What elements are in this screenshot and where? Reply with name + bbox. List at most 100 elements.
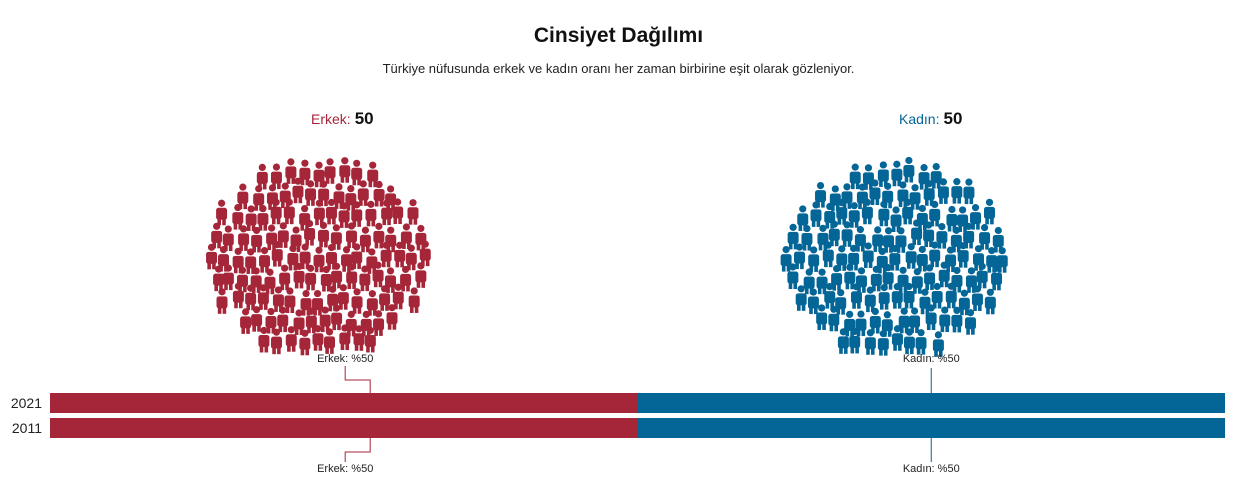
person-icon: [351, 159, 363, 186]
person-icon: [946, 205, 958, 232]
person-icon: [916, 245, 928, 272]
person-icon: [903, 156, 915, 183]
person-icon: [392, 283, 404, 310]
person-icon: [211, 222, 223, 249]
person-icon: [951, 306, 963, 333]
person-icon: [883, 227, 895, 253]
annotation-label: Kadın: %50: [903, 353, 960, 365]
person-icon: [232, 203, 244, 230]
person-icon: [939, 306, 951, 333]
person-icon: [284, 287, 296, 314]
person-icon: [270, 328, 282, 355]
person-icon: [265, 307, 277, 334]
person-icon: [864, 329, 876, 355]
bar-segment: [50, 393, 638, 413]
person-icon: [373, 180, 385, 207]
person-icon: [337, 284, 349, 310]
person-icon: [367, 161, 379, 188]
person-icon: [895, 227, 907, 253]
person-icon: [216, 199, 228, 226]
person-icon: [897, 266, 909, 293]
person-icon: [338, 202, 350, 228]
person-icon: [285, 158, 297, 184]
person-icon: [277, 222, 289, 248]
person-icon: [264, 268, 276, 295]
chart-subtitle: Türkiye nüfusunda erkek ve kadın oranı h…: [382, 61, 855, 76]
person-icon: [929, 241, 941, 268]
year-label: 2011: [12, 420, 42, 436]
person-icon: [299, 243, 311, 270]
person-icon: [312, 289, 324, 316]
person-icon: [304, 219, 316, 246]
person-icon: [828, 220, 840, 247]
person-icon: [292, 177, 304, 204]
person-icon: [251, 226, 263, 253]
person-icon: [848, 202, 860, 228]
year-label: 2021: [11, 395, 42, 411]
annotation-label: Erkek: %50: [317, 463, 373, 475]
person-icon: [216, 288, 228, 314]
person-icon: [405, 244, 417, 271]
person-icon: [810, 201, 822, 227]
bar-segment: [637, 393, 1225, 413]
person-icon: [285, 326, 297, 352]
person-icon: [408, 287, 420, 313]
annotation: Erkek: %50: [317, 353, 373, 393]
person-icon: [970, 204, 982, 230]
person-icon: [787, 263, 799, 289]
person-icon: [324, 328, 336, 354]
person-icon: [259, 247, 271, 273]
person-icon: [876, 247, 888, 274]
person-icon: [283, 198, 295, 225]
person-icon: [277, 306, 289, 333]
person-icon: [373, 222, 385, 249]
person-icon: [824, 283, 836, 309]
person-icon: [929, 200, 941, 227]
person-icon: [889, 244, 901, 271]
person-icon: [257, 205, 269, 231]
person-icon: [386, 304, 398, 330]
person-icon: [835, 289, 847, 315]
person-icon: [419, 240, 431, 267]
person-icon: [850, 283, 862, 309]
male-count-label: Erkek:: [311, 111, 351, 127]
person-icon: [324, 158, 336, 184]
person-icon: [305, 180, 317, 206]
person-icon: [849, 163, 861, 190]
male-count: Erkek: 50: [311, 109, 374, 129]
person-icon: [945, 282, 957, 309]
annotation-label: Kadın: %50: [903, 463, 960, 475]
person-icon: [381, 199, 393, 226]
person-icon: [222, 264, 234, 291]
person-icon: [299, 159, 311, 186]
person-icon: [232, 282, 244, 309]
person-icon: [257, 284, 269, 310]
person-icon: [299, 329, 311, 356]
bar-segment: [50, 418, 638, 438]
person-icon: [351, 288, 363, 314]
person-icon: [869, 307, 881, 334]
person-icon: [855, 310, 867, 337]
person-icon: [957, 242, 969, 268]
person-icon: [400, 265, 412, 292]
person-icon: [803, 268, 815, 295]
person-icon: [861, 198, 873, 225]
person-icon: [902, 198, 914, 225]
person-icon: [909, 184, 921, 210]
female-person-cloud: [780, 156, 1008, 357]
person-icon: [951, 178, 963, 204]
person-icon: [319, 306, 331, 333]
person-icon: [795, 285, 807, 311]
person-icon: [971, 285, 983, 311]
person-icon: [320, 265, 332, 292]
person-icon: [325, 198, 337, 225]
female-count-value: 50: [943, 109, 963, 128]
person-icon: [915, 329, 927, 355]
person-icon: [877, 330, 889, 356]
person-icon: [930, 163, 942, 189]
person-icon: [891, 325, 903, 351]
annotation: Kadın: %50: [903, 353, 960, 393]
person-icon: [855, 267, 867, 293]
